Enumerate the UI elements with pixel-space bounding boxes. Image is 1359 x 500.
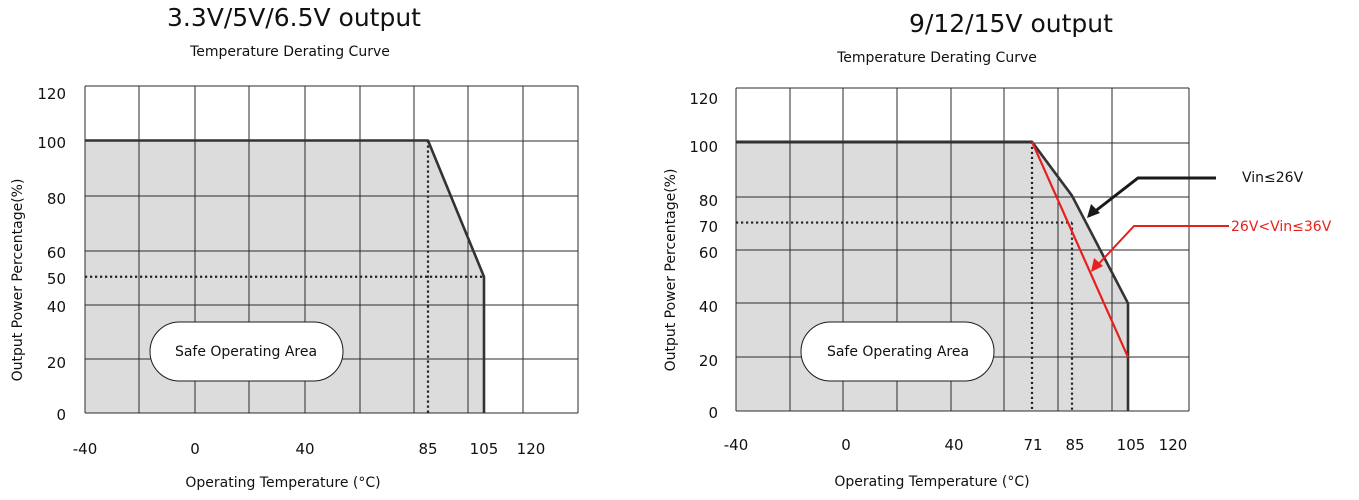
safe-operating-area-callout: Safe Operating Area	[149, 321, 344, 382]
y-tick-label: 70	[699, 218, 718, 236]
legend-leader-line	[1088, 176, 1216, 218]
y-tick-label: 60	[699, 244, 718, 262]
derating-curve-high-vin	[1030, 141, 1130, 358]
x-tick-label: 105	[470, 440, 499, 458]
y-tick-label: 0	[708, 404, 718, 422]
x-tick-label: 40	[944, 436, 963, 454]
y-axis-label: Output Power Percentage(%)	[663, 169, 679, 372]
chart-title: 9/12/15V output	[909, 9, 1113, 38]
legend-leader-line	[1092, 225, 1229, 271]
arrowhead-icon	[1091, 258, 1103, 272]
legend-entry-vin-26v: Vin≤26V	[1242, 170, 1304, 186]
x-tick-label: 85	[1065, 436, 1084, 454]
derating-curve	[736, 140, 1130, 411]
x-tick-label: 120	[1159, 436, 1188, 454]
x-tick-label: -40	[73, 440, 98, 458]
chart-right: 9/12/15V output Temperature Derating Cur…	[663, 9, 1332, 490]
y-tick-label: 120	[37, 85, 66, 103]
y-axis-label: Output Power Percentage(%)	[10, 179, 26, 382]
chart-title: 3.3V/5V/6.5V output	[167, 3, 421, 32]
callout-text: Safe Operating Area	[827, 344, 969, 360]
y-tick-label: 20	[699, 352, 718, 370]
x-tick-label: 85	[418, 440, 437, 458]
x-tick-label: 40	[295, 440, 314, 458]
x-tick-label: 105	[1117, 436, 1146, 454]
x-tick-label: 120	[517, 440, 546, 458]
callout-pill	[149, 321, 344, 382]
x-tick-label: 0	[190, 440, 200, 458]
callout-pill	[800, 321, 995, 382]
x-axis-label: Operating Temperature (°C)	[185, 475, 380, 491]
callout-text: Safe Operating Area	[175, 344, 317, 360]
y-tick-label: 120	[689, 90, 718, 108]
x-tick-label: 0	[841, 436, 851, 454]
y-tick-label: 40	[47, 298, 66, 316]
y-tick-label: 60	[47, 244, 66, 262]
y-tick-label: 100	[689, 138, 718, 156]
y-tick-label: 80	[47, 190, 66, 208]
y-tick-label: 40	[699, 298, 718, 316]
arrowhead-icon	[1087, 204, 1100, 218]
chart-subtitle: Temperature Derating Curve	[836, 50, 1037, 66]
x-axis-label: Operating Temperature (°C)	[834, 474, 1029, 490]
x-tick-label: 71	[1023, 436, 1042, 454]
grid-layer	[84, 85, 579, 414]
safe-operating-area-callout: Safe Operating Area	[800, 321, 995, 382]
chart-subtitle: Temperature Derating Curve	[189, 44, 390, 60]
y-tick-label: 50	[47, 270, 66, 288]
x-tick-label: -40	[724, 436, 749, 454]
y-tick-label: 20	[47, 354, 66, 372]
y-tick-label: 80	[699, 192, 718, 210]
chart-left: 3.3V/5V/6.5V output Temperature Derating…	[10, 3, 579, 491]
y-tick-label: 100	[37, 134, 66, 152]
legend-callouts: Vin≤26V 26V<Vin≤36V	[1087, 170, 1332, 272]
legend-entry-vin-36v: 26V<Vin≤36V	[1231, 219, 1332, 235]
y-tick-label: 0	[56, 406, 66, 424]
derating-curve	[85, 139, 486, 413]
